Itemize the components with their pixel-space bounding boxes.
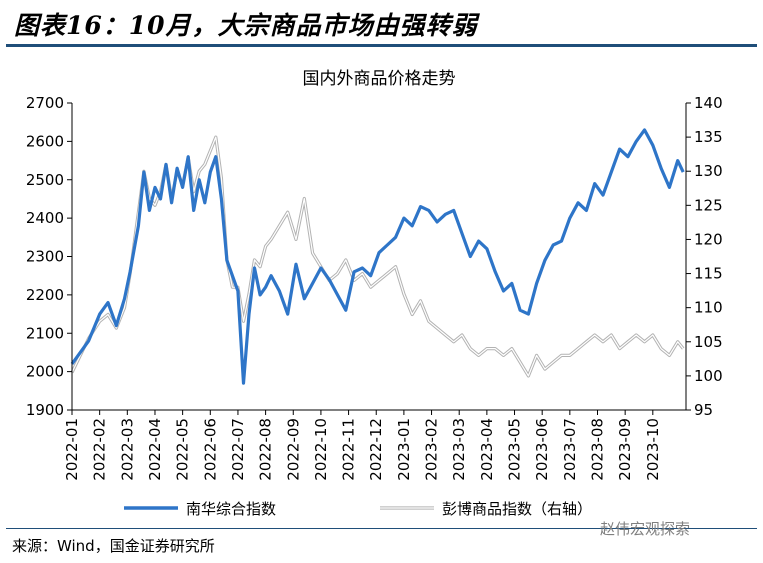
left-tick-label: 2200: [26, 286, 64, 304]
watermark: 赵伟宏观探索: [600, 520, 691, 538]
x-tick-label: 2022-09: [284, 418, 302, 481]
left-tick-label: 1900: [26, 401, 64, 419]
x-tick-label: 2022-08: [257, 418, 275, 481]
x-tick-label: 2022-03: [118, 418, 136, 481]
left-y-axis: 1900 2000 2100 2200 2300 2400 2500 2600 2700: [26, 94, 73, 419]
right-tick-label: 135: [694, 128, 723, 146]
figure-title: 图表16：10月，大宗商品市场由强转弱: [14, 11, 478, 40]
left-tick-label: 2100: [26, 324, 64, 342]
right-tick-label: 110: [694, 299, 723, 317]
chart-title: 国内外商品价格走势: [303, 69, 456, 89]
plot-area: [70, 128, 685, 385]
legend-label-pengbo: 彭博商品指数（右轴）: [442, 500, 592, 518]
x-axis: 2022-01 2022-02 2022-03 2022-04 2022-05 2022-…: [63, 409, 686, 481]
x-tick-label: 2023-02: [423, 418, 441, 481]
x-tick-label: 2022-01: [63, 418, 81, 481]
right-tick-label: 120: [694, 230, 723, 248]
x-tick-label: 2023-10: [644, 418, 662, 481]
left-tick-label: 2400: [26, 209, 64, 227]
legend-label-nanhua: 南华综合指数: [186, 500, 276, 518]
x-tick-label: 2022-05: [174, 418, 192, 481]
x-tick-label: 2023-04: [478, 418, 496, 481]
right-tick-label: 125: [694, 196, 723, 214]
x-tick-label: 2023-01: [395, 418, 413, 481]
right-tick-label: 100: [694, 367, 723, 385]
right-tick-label: 115: [694, 265, 723, 283]
series-line-nanhua: [70, 128, 685, 385]
x-tick-label: 2022-04: [146, 418, 164, 481]
x-tick-label: 2023-09: [616, 418, 634, 481]
footer-divider: [6, 528, 757, 529]
right-tick-label: 105: [694, 333, 723, 351]
right-tick-label: 95: [694, 401, 713, 419]
right-y-axis: 95 100 105 110 115 120 125 130 135 140: [685, 94, 723, 419]
header-divider: [6, 44, 757, 47]
left-tick-label: 2500: [26, 171, 64, 189]
x-tick-label: 2023-07: [561, 418, 579, 481]
x-tick-label: 2022-02: [91, 418, 109, 481]
header: 图表16：10月，大宗商品市场由强转弱: [0, 0, 763, 47]
legend: 南华综合指数 彭博商品指数（右轴）: [124, 500, 592, 518]
x-tick-label: 2023-05: [506, 418, 524, 481]
x-tick-label: 2023-06: [533, 418, 551, 481]
x-tick-label: 2022-12: [367, 418, 385, 481]
left-tick-label: 2600: [26, 132, 64, 150]
left-tick-label: 2300: [26, 248, 64, 266]
right-tick-label: 140: [694, 94, 723, 112]
x-tick-label: 2022-06: [201, 418, 219, 481]
source-note: 来源：Wind，国金证券研究所: [12, 537, 215, 555]
left-tick-label: 2700: [26, 94, 64, 112]
right-tick-label: 130: [694, 162, 723, 180]
x-tick-label: 2022-11: [340, 418, 358, 481]
x-tick-label: 2022-10: [312, 418, 330, 481]
x-tick-label: 2022-07: [229, 418, 247, 481]
commodity-price-chart: 国内外商品价格走势 1900 2000 2100 2200 2300 2400 2500 26…: [26, 69, 723, 518]
x-tick-label: 2023-08: [588, 418, 606, 481]
left-tick-label: 2000: [26, 363, 64, 381]
x-tick-label: 2023-03: [450, 418, 468, 481]
